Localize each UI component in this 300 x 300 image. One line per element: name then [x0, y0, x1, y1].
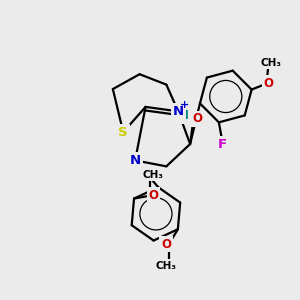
Text: H: H: [179, 109, 189, 122]
Text: F: F: [217, 137, 226, 151]
Text: CH₃: CH₃: [260, 58, 281, 68]
Text: O: O: [193, 112, 202, 125]
Text: S: S: [118, 126, 128, 139]
Text: +: +: [180, 100, 189, 110]
Text: N: N: [130, 154, 141, 167]
Text: O: O: [161, 238, 171, 250]
Text: CH₃: CH₃: [143, 170, 164, 180]
Text: O: O: [148, 189, 158, 202]
Text: O: O: [264, 77, 274, 90]
Text: N: N: [173, 105, 184, 118]
Text: CH₃: CH₃: [155, 260, 176, 271]
